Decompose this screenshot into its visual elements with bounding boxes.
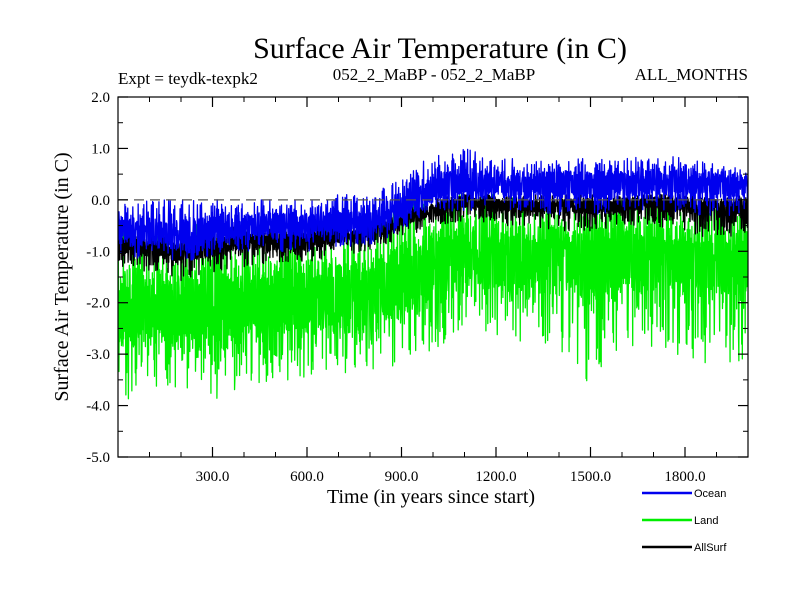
x-tick-label: 1800.0 [664, 469, 705, 485]
series-line-land [118, 193, 748, 400]
y-tick-label: -1.0 [86, 244, 110, 260]
axis-layer: -5.0 -4.0 -3.0 -2.0 -1.0 0.0 1.0 2.0 300.0 600.0 9… [86, 90, 748, 485]
y-tick-label: -2.0 [86, 296, 110, 312]
subtitle-periods: 052_2_MaBP - 052_2_MaBP [333, 65, 535, 84]
x-tick-label: 600.0 [290, 469, 324, 485]
legend: Ocean Land AllSurf [642, 488, 727, 554]
legend-label-allsurf: AllSurf [694, 542, 727, 554]
chart-title: Surface Air Temperature (in C) [253, 32, 627, 65]
legend-label-ocean: Ocean [694, 488, 726, 500]
series-layer [118, 148, 748, 400]
legend-label-land: Land [694, 515, 718, 527]
x-tick-label: 1200.0 [475, 469, 516, 485]
y-tick-label: -4.0 [86, 399, 110, 415]
x-tick-label: 900.0 [385, 469, 419, 485]
x-tick-label: 1500.0 [570, 469, 611, 485]
series-line-ocean [118, 148, 748, 261]
y-tick-label: 1.0 [91, 141, 110, 157]
x-axis-label: Time (in years since start) [327, 486, 535, 508]
x-tick-label: 300.0 [196, 469, 230, 485]
y-tick-label: -3.0 [86, 347, 110, 363]
subtitle-experiment: Expt = teydk-texpk2 [118, 69, 258, 88]
y-axis-label: Surface Air Temperature (in C) [51, 152, 73, 401]
y-tick-label: 2.0 [91, 90, 110, 106]
y-tick-label: -5.0 [86, 450, 110, 466]
y-tick-label: 0.0 [91, 193, 110, 209]
subtitle-months: ALL_MONTHS [635, 65, 748, 84]
